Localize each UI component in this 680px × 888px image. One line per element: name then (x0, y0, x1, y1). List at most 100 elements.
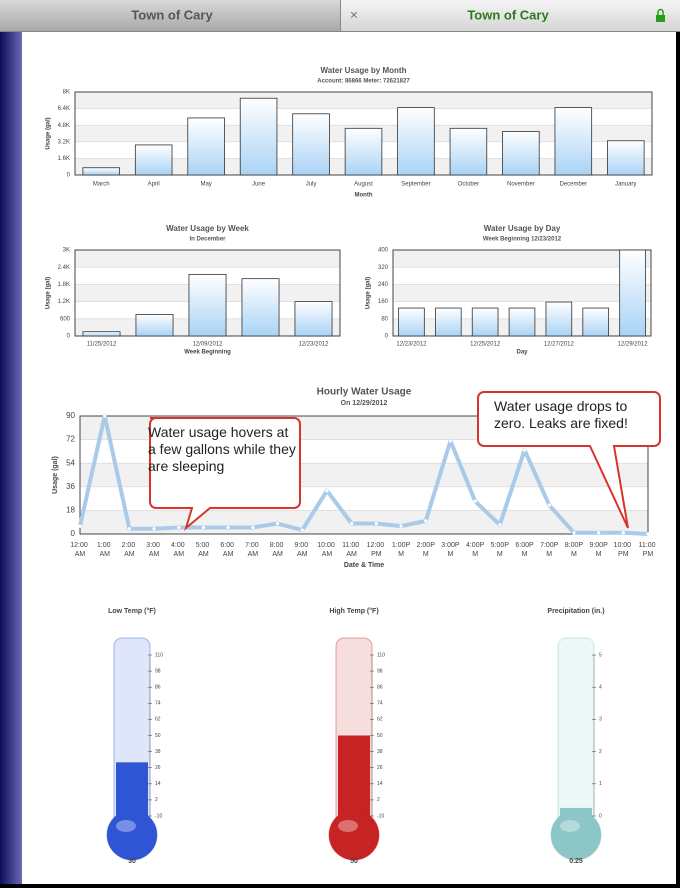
point (275, 521, 280, 526)
x-tick-label: 11/25/2012 (87, 342, 117, 348)
line (78, 414, 649, 536)
gauge-tick-label: -10 (155, 813, 162, 819)
y-tick-label: 160 (378, 299, 389, 305)
x-tick-label: 12/25/2012 (470, 342, 501, 348)
x-tick-label: 8:00P M (565, 542, 584, 558)
grid-band (75, 92, 652, 109)
gauge-title: High Temp (°F) (329, 607, 378, 615)
gauge-title: Precipitation (in.) (547, 608, 604, 615)
point (374, 521, 378, 526)
x-axis-label: Date & Time (344, 562, 384, 569)
x-tick-label: 9:00P M (589, 542, 608, 558)
chart-title: Water Usage by Month (321, 66, 407, 75)
callout-text: Water usage hovers at a few gallons whil… (148, 424, 296, 474)
chart-title: Water Usage by Day (484, 224, 561, 233)
point (597, 531, 601, 535)
point (621, 531, 625, 535)
point (572, 531, 576, 535)
gauge-tick-label: 2 (599, 749, 602, 755)
y-axis-label: Usage (gal) (366, 277, 372, 309)
chart-subtitle: Account: 86866 Meter: 72621827 (317, 79, 410, 85)
bar (508, 307, 536, 337)
bar (554, 107, 593, 176)
y-tick-label: 0 (385, 334, 389, 340)
gauge-tick-label: 74 (155, 701, 161, 707)
x-tick-label: 1:00P M (392, 542, 411, 558)
y-tick-label: 8K (63, 90, 70, 96)
callout-box (149, 417, 301, 531)
y-tick-label: 0 (71, 529, 76, 538)
gauge-tick-label: 26 (377, 765, 383, 771)
x-axis-label: Week Beginning (184, 350, 231, 356)
x-tick-label: 12/29/2012 (618, 342, 649, 348)
x-tick-label: September (401, 182, 430, 188)
x-tick-label: 6:00P M (515, 542, 534, 558)
tab-title[interactable]: Town of Cary (131, 7, 213, 22)
gauge-title: Low Temp (°F) (108, 607, 156, 615)
gauge-tick-label: 1 (599, 781, 602, 787)
bar (241, 278, 280, 337)
bar (502, 131, 540, 176)
y-tick-label: 80 (381, 316, 388, 322)
x-tick-label: 11:00 PM (639, 542, 658, 558)
point (127, 527, 131, 531)
gauge-bulb (328, 809, 380, 861)
gauge-value: 0.25 (569, 858, 583, 865)
gauge-tick-label: 38 (377, 749, 383, 755)
point (424, 519, 428, 523)
y-tick-label: 4.8K (58, 123, 70, 129)
gauge-tick-label: 14 (155, 781, 161, 787)
y-tick-label: 6.4K (58, 106, 70, 112)
gauge-tick-label: 50 (377, 733, 383, 739)
x-tick-label: 4:00 AM (171, 542, 187, 558)
gauge-tick-label: 50 (155, 733, 161, 739)
bar (134, 144, 173, 176)
x-tick-label: 11:00 AM (342, 542, 361, 558)
point (646, 532, 650, 536)
bar (344, 127, 383, 176)
chart-title: Water Usage by Week (166, 224, 249, 233)
close-icon[interactable]: × (350, 7, 358, 23)
x-tick-label: 12/23/2012 (396, 342, 427, 348)
tab-title[interactable]: Town of Cary (467, 7, 549, 22)
x-tick-label: 8:00 AM (270, 542, 286, 558)
gauge-tick-label: 2 (155, 797, 158, 803)
y-tick-label: 90 (66, 411, 75, 420)
x-tick-label: 7:00P M (540, 542, 559, 558)
x-tick-label: 2:00 AM (122, 542, 138, 558)
tab-active[interactable] (341, 0, 680, 31)
y-tick-label: 3.2K (58, 139, 70, 145)
y-axis-label: Usage (gal) (46, 117, 52, 149)
gauge-tick-label: 0 (599, 813, 602, 819)
chart-subtitle: In December (189, 237, 226, 243)
grid-band (75, 250, 340, 268)
gauge-tick-label: 62 (377, 717, 383, 723)
gauge-tick-label: 98 (155, 668, 161, 674)
bar (582, 307, 610, 337)
point (473, 499, 477, 503)
x-tick-label: 5:00 AM (196, 542, 212, 558)
bar (619, 249, 646, 337)
point (300, 528, 304, 532)
point (201, 525, 206, 530)
x-tick-label: 10:00 AM (317, 542, 336, 558)
point (152, 527, 156, 531)
x-tick-label: 12/27/2012 (544, 342, 575, 348)
gauge-tick-label: -10 (377, 813, 384, 819)
x-tick-label: March (93, 182, 110, 188)
x-tick-label: 4:00P M (466, 542, 485, 558)
gauge-tick-label: 86 (377, 685, 383, 691)
x-tick-label: January (615, 182, 636, 188)
y-tick-label: 320 (378, 265, 389, 271)
gauge-tick-label: 98 (377, 668, 383, 674)
point (522, 448, 527, 452)
tab[interactable] (0, 0, 340, 31)
gauge-tick-label: 14 (377, 781, 383, 787)
callout-text: Water usage hovers at a few gallons whil… (148, 424, 296, 474)
point (103, 414, 107, 418)
point (177, 525, 181, 530)
y-tick-label: 3K (63, 248, 70, 254)
y-tick-label: 400 (378, 248, 389, 254)
